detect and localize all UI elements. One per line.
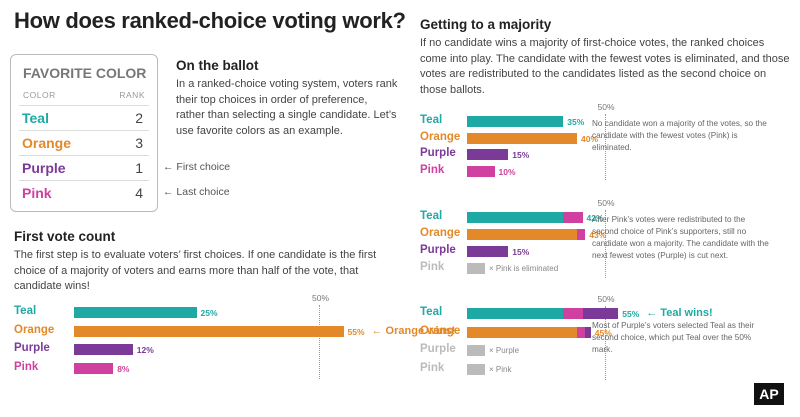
on-the-ballot-heading: On the ballot xyxy=(176,58,259,73)
vote-percent-label: 40% xyxy=(581,133,599,144)
winner-annotation: ← Teal wins! xyxy=(646,307,713,319)
eliminated-label: × Pink xyxy=(489,364,512,374)
eliminated-label: × Pink is eliminated xyxy=(489,264,559,273)
vote-percent-label: 55% xyxy=(622,309,640,319)
vote-percent-label: 25% xyxy=(200,308,218,318)
ballot-rank-value: 3 xyxy=(135,135,143,151)
example-chart: 50% Teal 25% Orange 55% ← Orange wins! Purple 1… xyxy=(14,292,455,382)
ballot-heading: FAVORITE COLOR xyxy=(23,65,147,81)
ballot-row: Pink 4 xyxy=(19,180,149,205)
eliminated-bar xyxy=(467,263,485,274)
vote-bar-segment xyxy=(467,212,564,223)
ballot-rank-header: RANK xyxy=(119,90,145,100)
last-choice-note: ← Last choice xyxy=(163,186,230,198)
vote-percent-label: 8% xyxy=(117,363,130,374)
winner-annotation: ← Orange wins! xyxy=(371,324,456,337)
ap-logo: AP xyxy=(754,383,784,405)
vote-percent-label: 35% xyxy=(567,117,585,127)
ballot-color-name: Pink xyxy=(22,185,52,201)
majority-text: If no candidate wins a majority of first… xyxy=(420,37,790,96)
on-the-ballot-text: In a ranked-choice voting system, voters… xyxy=(176,78,398,137)
fifty-percent-label: 50% xyxy=(597,102,615,112)
round-note: Most of Purple’s voters selected Teal as… xyxy=(592,321,755,354)
ballot-row: Orange 3 xyxy=(19,130,149,155)
candidate-label: Orange xyxy=(420,130,461,143)
ballot-card: FAVORITE COLOR COLOR RANK Teal 2 Orange … xyxy=(10,54,158,212)
candidate-label: Teal xyxy=(420,306,443,318)
ballot-rank-value: 2 xyxy=(135,110,143,126)
candidate-label: Teal xyxy=(420,114,443,126)
vote-bar xyxy=(74,344,133,355)
candidate-label: Teal xyxy=(420,210,443,222)
vote-bar-segment xyxy=(563,308,583,319)
majority-heading: Getting to a majority xyxy=(420,17,552,32)
eliminated-bar xyxy=(467,345,485,356)
vote-bar-segment xyxy=(577,326,586,338)
candidate-label: Pink xyxy=(420,361,445,374)
candidate-label: Orange xyxy=(420,324,461,337)
fifty-percent-label: 50% xyxy=(312,293,330,303)
candidate-label: Orange xyxy=(14,323,55,336)
vote-percent-label: 45% xyxy=(594,327,612,338)
candidate-label: Orange xyxy=(420,227,461,239)
vote-bar-segment xyxy=(582,308,619,319)
vote-percent-label: 15% xyxy=(512,150,530,160)
fifty-percent-line xyxy=(604,210,606,278)
ballot-color-header: COLOR xyxy=(23,90,56,100)
candidate-label: Pink xyxy=(420,163,445,176)
candidate-label: Pink xyxy=(14,360,39,373)
vote-bar-segment xyxy=(467,229,577,240)
ballot-color-name: Orange xyxy=(22,135,72,151)
ballot-color-name: Purple xyxy=(22,160,66,176)
fifty-percent-line xyxy=(604,306,606,380)
ballot-rank-value: 4 xyxy=(135,185,143,201)
candidate-label: Purple xyxy=(420,147,456,159)
round-2-chart: 50% Teal 42% Orange 43% Purple 15% Pink × Pink i… xyxy=(420,198,790,285)
ballot-row: Teal 2 xyxy=(19,105,149,130)
first-vote-count-text: The first step is to evaluate voters’ fi… xyxy=(14,249,377,292)
ballot-color-name: Teal xyxy=(22,110,49,126)
candidate-label: Purple xyxy=(14,342,50,354)
round-note: No candidate won a majority of the votes… xyxy=(592,119,767,152)
vote-percent-label: 43% xyxy=(589,230,607,240)
vote-bar xyxy=(74,325,344,337)
first-vote-count-heading: First vote count xyxy=(14,229,116,244)
page-title: How does ranked-choice voting work? xyxy=(14,8,406,33)
vote-percent-label: 55% xyxy=(347,326,365,337)
round-note: After Pink’s votes were redistributed to… xyxy=(592,215,769,260)
ballot-rank-value: 1 xyxy=(135,160,143,176)
vote-bar xyxy=(467,132,577,144)
vote-bar-segment xyxy=(585,326,591,338)
vote-bar-segment xyxy=(467,308,564,319)
vote-bar-segment xyxy=(563,212,583,223)
round-1-chart: 50% Teal 35% Orange 40% Purple 15% Pink 10% No ca… xyxy=(420,100,790,185)
fifty-percent-line xyxy=(604,114,606,180)
eliminated-bar xyxy=(467,363,485,375)
first-choice-note: ← First choice xyxy=(163,161,231,173)
candidate-label: Teal xyxy=(14,305,37,317)
vote-bar xyxy=(467,165,495,177)
vote-percent-label: 12% xyxy=(136,345,154,355)
vote-bar-segment xyxy=(467,246,509,257)
fifty-percent-label: 50% xyxy=(597,198,615,208)
eliminated-label: × Purple xyxy=(489,346,520,355)
vote-bar-segment xyxy=(467,326,577,338)
round-3-chart: 50% Teal 55% ← Teal wins! Orange 45% Purple × P… xyxy=(420,294,790,381)
ballot-row: Purple 1 xyxy=(19,155,149,180)
fifty-percent-line xyxy=(319,305,320,379)
fifty-percent-label: 50% xyxy=(597,294,615,304)
vote-bar xyxy=(74,362,114,374)
vote-bar-segment xyxy=(577,229,586,240)
vote-bar xyxy=(467,116,564,127)
vote-percent-label: 15% xyxy=(512,247,530,257)
candidate-label: Purple xyxy=(420,244,456,256)
candidate-label: Pink xyxy=(420,261,445,273)
vote-bar xyxy=(467,149,509,160)
candidate-label: Purple xyxy=(420,343,456,355)
vote-bar xyxy=(74,307,197,318)
vote-percent-label: 10% xyxy=(498,166,516,177)
vote-percent-label: 42% xyxy=(586,213,604,223)
